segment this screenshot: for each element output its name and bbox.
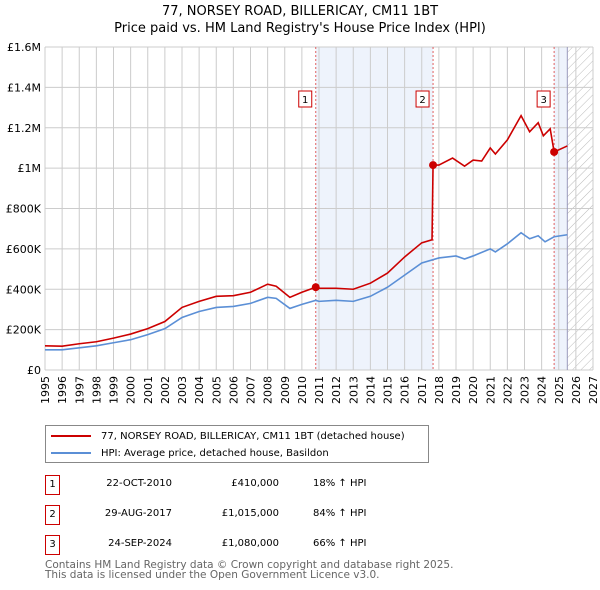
x-tick-label: 2019 xyxy=(450,376,463,404)
y-tick-label: £0 xyxy=(27,364,41,377)
sale-row: 1 22-OCT-2010 £410,000 18% ↑ HPI xyxy=(45,475,445,495)
x-tick-label: 2013 xyxy=(347,376,360,404)
y-tick-label: £1.6M xyxy=(7,41,41,54)
x-tick-label: 2018 xyxy=(433,376,446,404)
x-tick-label: 2002 xyxy=(159,376,172,404)
x-tick-label: 2012 xyxy=(330,376,343,404)
x-tick-label: 2006 xyxy=(227,376,240,404)
x-tick-label: 2005 xyxy=(210,376,223,404)
x-tick-label: 2003 xyxy=(176,376,189,404)
sale-date: 24-SEP-2024 xyxy=(108,538,172,549)
footer-line2: This data is licensed under the Open Gov… xyxy=(45,569,380,581)
sale-marker-label: 1 xyxy=(302,95,308,106)
x-tick-label: 1999 xyxy=(108,376,121,404)
chart-title: 77, NORSEY ROAD, BILLERICAY, CM11 1BT xyxy=(161,4,439,19)
x-tick-label: 2007 xyxy=(245,376,258,404)
x-tick-label: 2017 xyxy=(416,376,429,404)
y-tick-label: £1.2M xyxy=(7,122,41,135)
sale-point xyxy=(311,283,320,292)
legend-swatch-red xyxy=(51,435,91,437)
sale-marker-num: 2 xyxy=(45,505,60,525)
x-tick-label: 2008 xyxy=(262,376,275,404)
x-tick-label: 2022 xyxy=(501,376,514,404)
sale-price: £410,000 xyxy=(231,478,279,489)
y-tick-label: £200K xyxy=(6,324,42,337)
x-tick-label: 2020 xyxy=(467,376,480,404)
sale-row: 3 24-SEP-2024 £1,080,000 66% ↑ HPI xyxy=(45,535,445,555)
x-tick-label: 2026 xyxy=(570,376,583,404)
sale-price: £1,015,000 xyxy=(221,508,279,519)
x-tick-label: 2027 xyxy=(587,376,600,404)
x-tick-label: 1995 xyxy=(39,376,52,404)
sale-marker-label: 3 xyxy=(540,95,546,106)
y-tick-label: £600K xyxy=(6,243,42,256)
legend-label: 77, NORSEY ROAD, BILLERICAY, CM11 1BT (d… xyxy=(101,430,405,442)
footer: Contains HM Land Registry data © Crown c… xyxy=(45,559,454,581)
y-tick-label: £1.4M xyxy=(7,81,41,94)
sale-date: 29-AUG-2017 xyxy=(104,508,172,519)
x-tick-label: 2021 xyxy=(484,376,497,404)
x-tick-label: 1998 xyxy=(90,376,103,404)
x-tick-label: 2025 xyxy=(553,376,566,404)
plot-area: 1995 1996 1997 1998 1999 2000 2001 2002 2003 2004… xyxy=(6,41,600,404)
x-tick-label: 1996 xyxy=(56,376,69,404)
x-tick-label: 2011 xyxy=(313,376,326,404)
sale-point xyxy=(550,147,559,156)
sale-price: £1,080,000 xyxy=(221,538,279,549)
sale-row: 2 29-AUG-2017 £1,015,000 84% ↑ HPI xyxy=(45,505,445,525)
sale-point xyxy=(429,161,438,170)
x-tick-label: 2000 xyxy=(125,376,138,404)
x-tick-label: 2016 xyxy=(399,376,412,404)
sale-hpi: 84% ↑ HPI xyxy=(313,508,367,519)
sale-marker-num: 3 xyxy=(45,535,60,555)
x-tick-label: 2004 xyxy=(193,376,206,404)
x-tick-label: 2015 xyxy=(382,376,395,404)
property-line xyxy=(44,113,568,347)
sale-hpi: 18% ↑ HPI xyxy=(313,478,367,489)
legend: 77, NORSEY ROAD, BILLERICAY, CM11 1BT (d… xyxy=(45,425,429,463)
legend-label: HPI: Average price, detached house, Basi… xyxy=(101,447,329,459)
sale-marker-box xyxy=(415,90,430,108)
x-tick-label: 2010 xyxy=(296,376,309,404)
legend-item-property: 77, NORSEY ROAD, BILLERICAY, CM11 1BT (d… xyxy=(51,428,405,444)
x-tick-label: 2001 xyxy=(142,376,155,404)
sale-marker-num: 1 xyxy=(45,475,60,495)
x-tick-label: 2024 xyxy=(536,376,549,404)
x-tick-label: 2023 xyxy=(519,376,532,404)
hpi-line xyxy=(45,231,568,351)
sale-hpi: 66% ↑ HPI xyxy=(313,538,367,549)
x-tick-label: 2009 xyxy=(279,376,292,404)
x-tick-label: 1997 xyxy=(73,376,86,404)
legend-item-hpi: HPI: Average price, detached house, Basi… xyxy=(51,445,329,461)
x-tick-label: 2014 xyxy=(364,376,377,404)
sale-marker-box xyxy=(298,90,313,108)
chart-subtitle: Price paid vs. HM Land Registry's House … xyxy=(114,21,486,36)
y-tick-label: £400K xyxy=(6,283,42,296)
footer-line1: Contains HM Land Registry data © Crown c… xyxy=(45,559,454,571)
y-tick-label: £800K xyxy=(6,203,42,216)
y-tick-label: £1M xyxy=(18,162,42,175)
sale-date: 22-OCT-2010 xyxy=(106,478,172,489)
sale-marker-box xyxy=(536,90,551,108)
legend-swatch-blue xyxy=(51,452,91,454)
sale-marker-label: 2 xyxy=(419,95,425,106)
